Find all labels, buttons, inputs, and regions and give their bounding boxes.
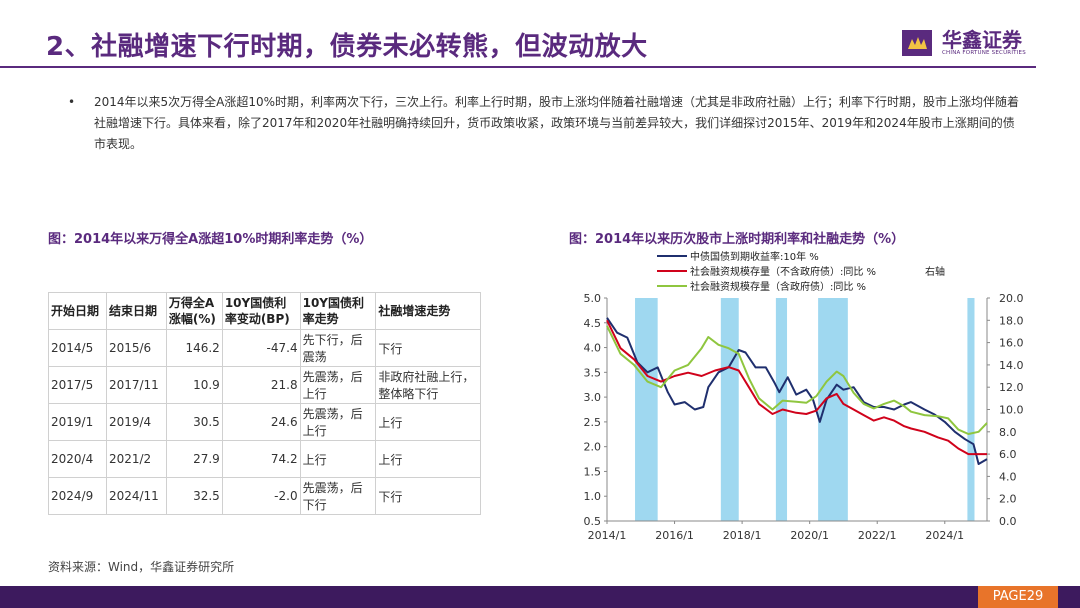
cell-tsf-trend: 上行 [375,403,481,441]
header-yield-trend: 10Y国债利率走势 [299,292,377,330]
cell-index-gain: 32.5 [165,477,223,515]
tsf-incl-gov-line [606,325,988,435]
right-axis-note: 右轴 [925,265,945,278]
table-row: 2017/5 2017/11 10.9 21.8 先震荡，后上行 非政府社融上行… [48,366,481,404]
cell-index-gain: 10.9 [165,366,223,404]
cell-end-date: 2021/2 [105,440,167,478]
right-tick-label: 2.0 [999,493,1017,506]
logo-name-cn: 华鑫证券 [942,28,1022,52]
right-tick-label: 12.0 [999,381,1024,394]
left-tick-label: 1.5 [584,465,602,478]
page-number: PAGE29 [978,586,1058,608]
source-note: 资料来源：Wind，华鑫证券研究所 [48,560,235,574]
yield-10y-line [606,317,988,465]
left-tick-label: 4.5 [584,317,602,330]
cell-yield-trend: 先震荡，后上行 [299,403,377,441]
x-tick-label: 2022/1 [858,529,897,542]
table-row: 2024/9 2024/11 32.5 -2.0 先震荡，后下行 下行 [48,477,481,515]
logo-name-en: CHINA FORTUNE SECURITIES [942,50,1026,56]
cell-tsf-trend: 下行 [375,477,481,515]
legend-label: 社会融资规模存量（含政府债）:同比 % [690,280,866,293]
x-tick-label: 2018/1 [723,529,762,542]
right-tick-label: 4.0 [999,470,1017,483]
summary-text: 2014年以来5次万得全A涨超10%时期，利率两次下行，三次上行。利率上行时期，… [94,95,1020,151]
right-tick-label: 16.0 [999,337,1024,350]
table-row: 2019/1 2019/4 30.5 24.6 先震荡，后上行 上行 [48,403,481,441]
x-tick-label: 2014/1 [588,529,627,542]
header-index-gain: 万得全A涨幅(%) [165,292,223,330]
cell-index-gain: 30.5 [165,403,223,441]
logo-mark-icon [902,30,932,56]
title-divider [0,66,1036,68]
left-tick-label: 2.5 [584,416,602,429]
cell-yield-change: 74.2 [221,440,301,478]
company-logo: 华鑫证券 CHINA FORTUNE SECURITIES [902,24,1042,60]
cell-start-date: 2020/4 [48,440,107,478]
left-tick-label: 2.0 [584,441,602,454]
header-end-date: 结束日期 [105,292,167,330]
left-tick-label: 3.0 [584,391,602,404]
left-tick-label: 5.0 [584,292,602,305]
shaded-period [720,298,739,521]
right-tick-label: 20.0 [999,292,1024,305]
footer-bar [0,586,1080,608]
legend-label: 社会融资规模存量（不含政府债）:同比 % [690,265,876,278]
x-tick-label: 2016/1 [655,529,694,542]
table-row: 2020/4 2021/2 27.9 74.2 上行 上行 [48,440,481,478]
right-tick-label: 6.0 [999,448,1017,461]
cell-yield-trend: 先下行，后震荡 [299,329,377,367]
cell-end-date: 2019/4 [105,403,167,441]
bullet-dot-icon: • [68,95,76,109]
left-tick-label: 3.5 [584,366,602,379]
x-tick-label: 2020/1 [790,529,829,542]
cell-tsf-trend: 下行 [375,329,481,367]
page-title: 2、社融增速下行时期，债券未必转熊，但波动放大 [46,32,648,62]
left-figure-title: 图：2014年以来万得全A涨超10%时期利率走势（%） [48,232,373,247]
legend-label: 中债国债到期收益率:10年 % [690,250,819,263]
cell-index-gain: 27.9 [165,440,223,478]
left-tick-label: 4.0 [584,342,602,355]
cell-start-date: 2024/9 [48,477,107,515]
cell-end-date: 2024/11 [105,477,167,515]
cell-yield-change: -47.4 [221,329,301,367]
cell-end-date: 2017/11 [105,366,167,404]
right-tick-label: 18.0 [999,314,1024,327]
cell-yield-change: -2.0 [221,477,301,515]
cell-yield-change: 21.8 [221,366,301,404]
yield-tsf-chart: 0.5 1.0 1.5 2.0 2.5 3.0 3.5 4.0 4.5 5.0 0.0 2.0 4.0 6… [584,250,1024,542]
header-start-date: 开始日期 [48,292,107,330]
rates-table: 开始日期 结束日期 万得全A涨幅(%) 10Y国债利率变动(BP) 10Y国债利… [48,292,481,515]
right-tick-label: 10.0 [999,404,1024,417]
cell-tsf-trend: 非政府社融上行，整体略下行 [375,366,481,404]
cell-tsf-trend: 上行 [375,440,481,478]
right-tick-label: 14.0 [999,359,1024,372]
tsf-ex-gov-line [606,319,987,456]
x-tick-label: 2024/1 [925,529,964,542]
cell-start-date: 2019/1 [48,403,107,441]
left-tick-label: 1.0 [584,490,602,503]
cell-yield-trend: 先震荡，后上行 [299,366,377,404]
right-figure-title: 图：2014年以来历次股市上涨时期利率和社融走势（%） [569,232,905,247]
cell-end-date: 2015/6 [105,329,167,367]
cell-yield-trend: 上行 [299,440,377,478]
cell-start-date: 2014/5 [48,329,107,367]
cell-start-date: 2017/5 [48,366,107,404]
cell-yield-trend: 先震荡，后下行 [299,477,377,515]
right-tick-label: 8.0 [999,426,1017,439]
cell-index-gain: 146.2 [165,329,223,367]
table-row: 2014/5 2015/6 146.2 -47.4 先下行，后震荡 下行 [48,329,481,367]
shaded-period [635,298,658,521]
shaded-period [967,298,975,521]
header-yield-change: 10Y国债利率变动(BP) [221,292,301,330]
table-header-row: 开始日期 结束日期 万得全A涨幅(%) 10Y国债利率变动(BP) 10Y国债利… [48,292,481,330]
left-tick-label: 0.5 [584,515,602,528]
right-tick-label: 0.0 [999,515,1017,528]
header-tsf-trend: 社融增速走势 [375,292,481,330]
cell-yield-change: 24.6 [221,403,301,441]
